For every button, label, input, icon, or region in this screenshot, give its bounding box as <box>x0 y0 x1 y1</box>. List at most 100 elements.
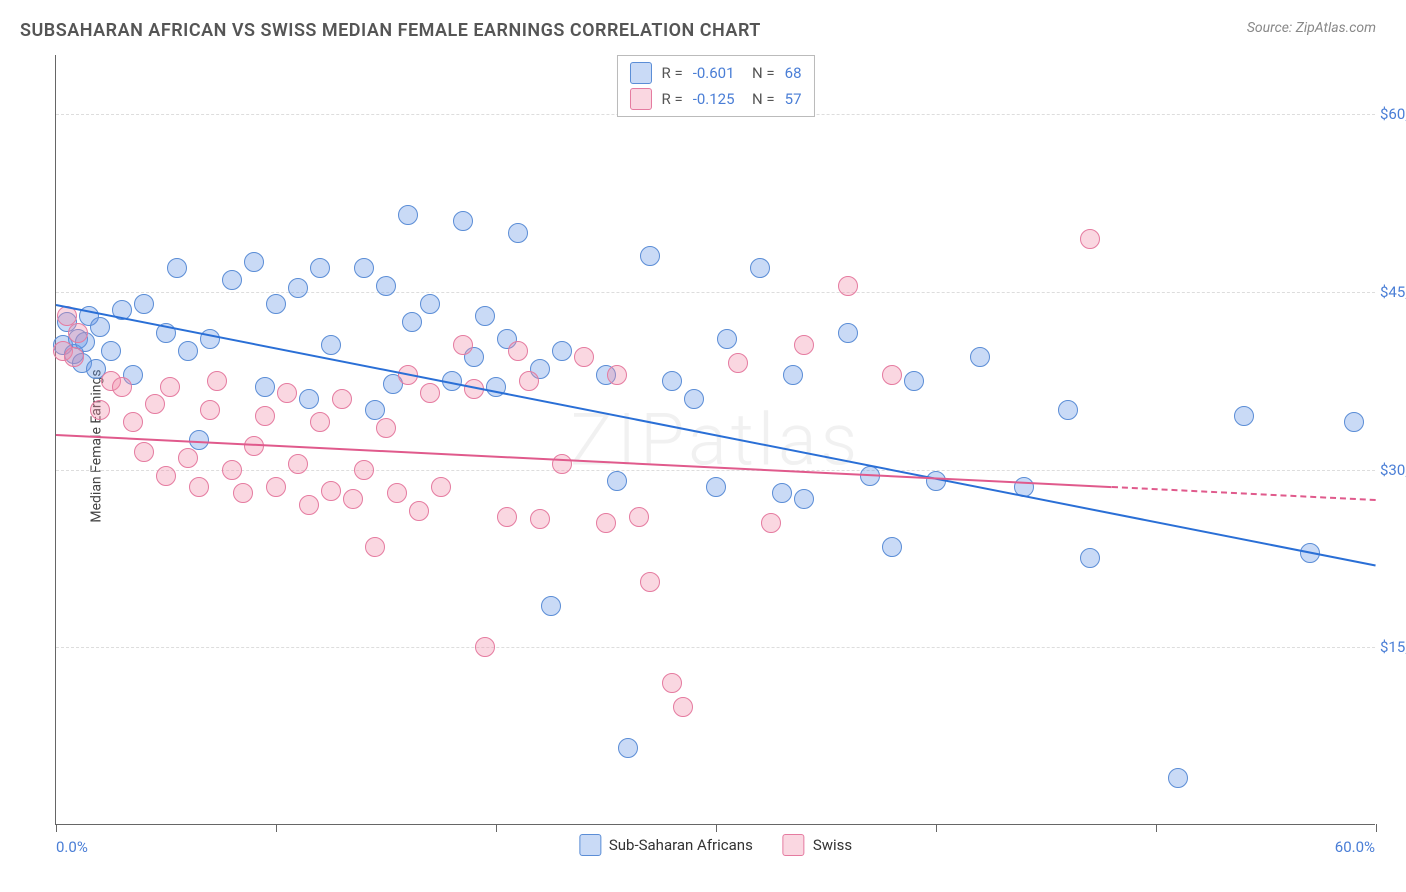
scatter-point-ssa <box>310 258 330 278</box>
scatter-point-swiss <box>255 406 275 426</box>
scatter-point-swiss <box>299 495 319 515</box>
scatter-point-ssa <box>904 371 924 391</box>
scatter-point-ssa <box>1080 548 1100 568</box>
scatter-point-swiss <box>321 481 341 501</box>
scatter-point-swiss <box>277 383 297 403</box>
x-tick <box>1376 824 1377 832</box>
scatter-point-ssa <box>1168 768 1188 788</box>
legend-n-value: 68 <box>785 64 802 82</box>
scatter-point-swiss <box>222 460 242 480</box>
legend-r-label: R = <box>661 64 682 82</box>
scatter-point-swiss <box>207 371 227 391</box>
scatter-point-swiss <box>365 537 385 557</box>
scatter-point-swiss <box>728 353 748 373</box>
scatter-point-swiss <box>607 365 627 385</box>
legend-n-value: 57 <box>785 90 802 108</box>
scatter-point-swiss <box>420 383 440 403</box>
regression-line-dashed <box>1112 486 1376 501</box>
scatter-point-ssa <box>354 258 374 278</box>
grid-line <box>56 470 1375 471</box>
scatter-point-swiss <box>838 276 858 296</box>
scatter-point-ssa <box>167 258 187 278</box>
bottom-legend-label: Sub-Saharan Africans <box>609 836 753 854</box>
scatter-point-swiss <box>112 377 132 397</box>
scatter-point-swiss <box>497 507 517 527</box>
scatter-point-swiss <box>552 454 572 474</box>
scatter-point-ssa <box>1234 406 1254 426</box>
scatter-point-ssa <box>288 278 308 298</box>
scatter-point-swiss <box>431 477 451 497</box>
scatter-point-swiss <box>376 418 396 438</box>
plot-area: ZIPatlas $15,000$30,000$45,000$60,0000.0… <box>55 55 1375 825</box>
scatter-point-swiss <box>662 673 682 693</box>
scatter-point-swiss <box>354 460 374 480</box>
scatter-point-ssa <box>838 323 858 343</box>
x-tick <box>276 824 277 832</box>
scatter-point-swiss <box>233 483 253 503</box>
scatter-point-swiss <box>68 323 88 343</box>
scatter-point-ssa <box>178 341 198 361</box>
legend-n-label: N = <box>745 90 775 108</box>
scatter-point-ssa <box>794 489 814 509</box>
legend-n-label: N = <box>745 64 775 82</box>
scatter-point-ssa <box>783 365 803 385</box>
scatter-point-ssa <box>266 294 286 314</box>
scatter-point-ssa <box>706 477 726 497</box>
scatter-point-ssa <box>684 389 704 409</box>
chart-container: SUBSAHARAN AFRICAN VS SWISS MEDIAN FEMAL… <box>0 0 1406 892</box>
chart-title: SUBSAHARAN AFRICAN VS SWISS MEDIAN FEMAL… <box>20 20 761 41</box>
scatter-point-ssa <box>90 317 110 337</box>
y-tick-label: $30,000 <box>1380 461 1406 479</box>
scatter-point-swiss <box>64 347 84 367</box>
source-label: Source: ZipAtlas.com <box>1247 20 1376 36</box>
scatter-point-swiss <box>409 501 429 521</box>
scatter-point-swiss <box>266 477 286 497</box>
scatter-point-ssa <box>134 294 154 314</box>
scatter-point-ssa <box>750 258 770 278</box>
x-tick <box>56 824 57 832</box>
scatter-point-ssa <box>376 276 396 296</box>
scatter-point-swiss <box>1080 229 1100 249</box>
scatter-point-ssa <box>618 738 638 758</box>
scatter-point-swiss <box>761 513 781 533</box>
scatter-point-ssa <box>1058 400 1078 420</box>
scatter-point-swiss <box>629 507 649 527</box>
bottom-legend-item: Sub-Saharan Africans <box>579 834 753 856</box>
scatter-point-swiss <box>200 400 220 420</box>
scatter-point-ssa <box>541 596 561 616</box>
scatter-point-swiss <box>453 335 473 355</box>
scatter-point-swiss <box>530 509 550 529</box>
x-tick <box>1156 824 1157 832</box>
scatter-point-ssa <box>882 537 902 557</box>
legend-swatch-icon <box>629 88 651 110</box>
x-tick <box>716 824 717 832</box>
scatter-point-swiss <box>178 448 198 468</box>
scatter-point-ssa <box>420 294 440 314</box>
scatter-point-swiss <box>882 365 902 385</box>
scatter-point-swiss <box>673 697 693 717</box>
scatter-point-swiss <box>574 347 594 367</box>
scatter-point-swiss <box>640 572 660 592</box>
scatter-point-ssa <box>453 211 473 231</box>
x-axis-max-label: 60.0% <box>1335 838 1375 856</box>
y-tick-label: $15,000 <box>1380 638 1406 656</box>
scatter-point-ssa <box>222 270 242 290</box>
scatter-point-swiss <box>160 377 180 397</box>
scatter-point-ssa <box>1344 412 1364 432</box>
scatter-point-swiss <box>596 513 616 533</box>
y-tick-label: $45,000 <box>1380 283 1406 301</box>
x-tick <box>936 824 937 832</box>
scatter-point-swiss <box>123 412 143 432</box>
scatter-point-ssa <box>717 329 737 349</box>
scatter-point-ssa <box>299 389 319 409</box>
scatter-point-swiss <box>475 637 495 657</box>
regression-line <box>56 434 1112 488</box>
legend-r-label: R = <box>661 90 682 108</box>
scatter-point-ssa <box>970 347 990 367</box>
scatter-point-ssa <box>365 400 385 420</box>
x-tick <box>496 824 497 832</box>
legend-swatch-icon <box>629 62 651 84</box>
scatter-point-swiss <box>508 341 528 361</box>
scatter-point-swiss <box>145 394 165 414</box>
scatter-point-swiss <box>343 489 363 509</box>
